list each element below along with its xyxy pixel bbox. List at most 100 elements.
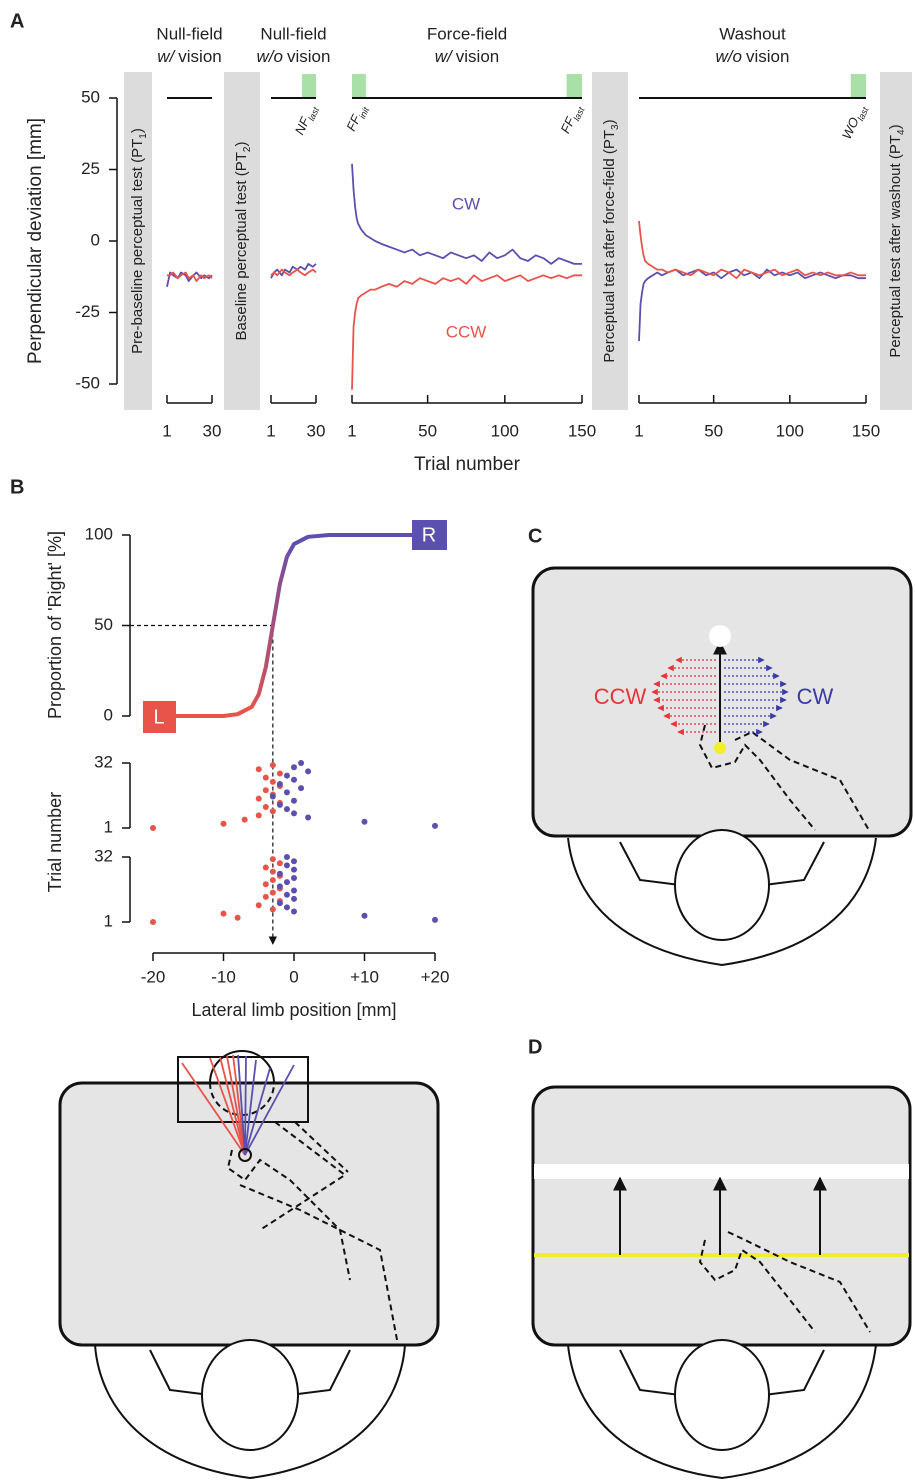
x-tick-label: -10 [211,967,236,986]
x-tick-label: 0 [289,967,298,986]
trial-point [255,795,262,802]
text-part: w/o [716,47,742,66]
x-tick-label: 100 [776,421,804,440]
trial-point [269,793,276,800]
text-part: ) [129,128,146,133]
trial-point [269,856,276,863]
panel-label: A [10,10,24,32]
panel-label: C [528,525,542,547]
text-part: ) [233,142,250,147]
series-line [166,271,213,287]
diagram-d [531,1085,912,1480]
trial-point [262,864,269,871]
psychometric-curve [153,533,435,718]
y-tick-label: 0 [91,230,100,249]
x-tick-label: -20 [141,967,166,986]
trial-point [255,766,262,773]
trial-point [305,814,312,821]
y-tick-label: 0 [104,705,113,724]
trial-point [150,919,156,925]
x-tick-label: 1 [162,421,171,440]
trial-point [305,768,312,775]
trial-point [262,804,269,811]
x-tick-label: 1 [266,421,275,440]
panel-label: D [528,1036,542,1058]
shoulder-outline [149,1349,351,1396]
trial-point [220,820,227,827]
trial-point [291,776,297,783]
body-outline [567,837,877,967]
left-label: L [153,706,164,728]
target [709,625,731,647]
workspace [531,566,913,838]
block-subtitle: w/vision [435,47,499,66]
x-tick-label: 50 [418,421,437,440]
series-line [270,268,317,277]
block-subtitle: w/o vision [257,47,331,66]
trial-point [262,787,269,794]
text-part: 3 [610,124,621,130]
phase-marker-label: WOlast [839,102,871,143]
text-part: last [856,105,871,122]
x-tick-label: 100 [491,421,519,440]
trial-point [241,816,248,823]
x-tick-label: 1 [347,421,356,440]
head [674,829,770,941]
trial-point [269,868,276,875]
diagram-c [531,566,913,967]
trial-point [269,877,276,884]
y-tick-label: -50 [75,373,100,392]
y-tick-label: 100 [85,524,113,543]
trial-point [269,906,276,913]
arm-outline [698,724,871,833]
text-part: w/o [257,47,283,66]
cw-label: CW [797,684,834,709]
phase-marker-label: FFlast [558,102,587,137]
y-tick-label: 25 [81,159,100,178]
trial-point [298,760,305,766]
y-tick-label: 50 [81,87,100,106]
text-part: FF [558,114,579,136]
trial-point [291,866,297,873]
text-part: 1 [138,133,149,139]
hand-cursor [714,742,726,754]
trial-point [276,870,283,877]
x-tick-label: +20 [421,967,450,986]
phase-marker [302,74,316,97]
head [201,1339,299,1451]
text-part: ) [601,119,618,124]
trial-point [283,862,290,869]
trial-point [291,858,297,865]
phase-marker [352,74,366,97]
perceptual-test-bar [592,72,628,410]
block-title: Force-field [427,24,507,43]
trial-point [262,774,269,781]
hand-marker [238,1148,252,1162]
trial-point [220,910,227,917]
diagram-b [58,1050,440,1480]
trial-point [150,825,156,831]
phase-marker-label: FFinit [344,102,372,135]
y-tick-label: 32 [94,846,113,865]
y-axis-label: Perpendicular deviation [mm] [25,118,46,364]
y-tick-label: -25 [75,302,100,321]
text-part: ) [887,124,904,129]
y-axis-label: Trial number [45,792,65,892]
phase-marker [566,74,582,97]
series-line [270,262,317,279]
perceptual-test-bar [880,72,912,410]
text-part: FF [344,112,365,134]
series-label: CW [452,194,480,213]
text-part: 2 [242,146,253,152]
block-subtitle: w/o vision [716,47,790,66]
text-part: Perceptual test after washout (PT [887,135,904,358]
trial-point [291,810,297,817]
series-line [638,268,866,342]
phase-marker [850,74,866,97]
text-part: 4 [896,129,907,135]
trial-point [276,900,283,907]
text-part: NF [292,114,313,137]
perceptual-test-label: Baseline perceptual test (PT2) [233,142,253,341]
